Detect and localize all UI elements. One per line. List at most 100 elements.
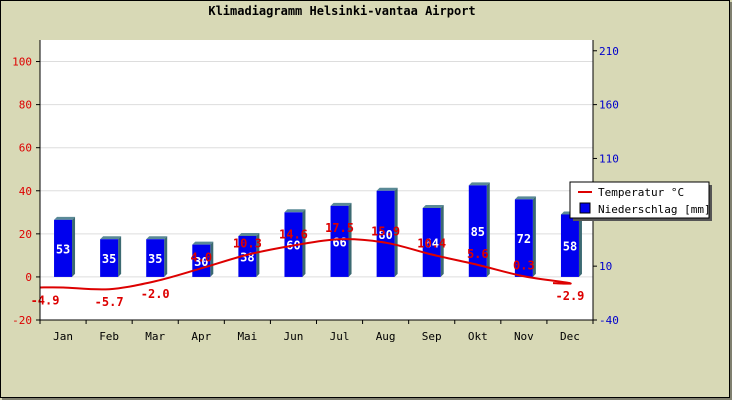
precipitation-bar-top [100, 236, 122, 240]
precipitation-bar [54, 219, 73, 277]
precipitation-value-label: 64 [424, 236, 438, 250]
precipitation-bar-group [514, 196, 536, 277]
legend-precipitation-swatch [579, 202, 591, 214]
temperature-value-label: 15.9 [371, 225, 400, 239]
precipitation-bar-side [440, 205, 444, 277]
precipitation-bar-side [118, 236, 122, 277]
temperature-line [39, 238, 572, 291]
precipitation-bar-top [376, 187, 398, 191]
precipitation-bar-top [422, 205, 444, 208]
temperature-labels: -4.9 -5.7 -2.0 4.0 10.3 14.6 17.5 15.9 10.4 5.6 0.… [31, 221, 585, 309]
precipitation-bar [560, 214, 579, 277]
x-tick-label: Apr [191, 330, 211, 343]
precipitation-bar [100, 239, 119, 277]
precipitation-bar-side [164, 236, 168, 277]
precipitation-bar [146, 239, 165, 277]
temperature-value-label: 0.3 [513, 258, 535, 272]
temperature-value-label: 17.5 [325, 221, 354, 235]
temperature-value-label: -2.0 [141, 287, 170, 301]
right-tick-label: 210 [599, 45, 619, 58]
temperature-value-label: -4.9 [31, 293, 60, 307]
x-axis-ticks: Jan Feb Mar Apr Mai Jun Jul Aug Sep Okt Nov Dec [39, 320, 594, 343]
precipitation-bar [468, 185, 487, 277]
precipitation-bar-group [238, 233, 260, 277]
precipitation-bar-side [578, 211, 582, 277]
precipitation-bar-group [422, 205, 444, 277]
left-tick-label: -20 [12, 314, 32, 327]
precipitation-bar [376, 190, 395, 277]
right-tick-label: -40 [599, 314, 619, 327]
x-tick-label: Jul [330, 330, 350, 343]
precipitation-bar-group [560, 211, 582, 277]
precipitation-bar [422, 208, 441, 277]
temperature-value-label: 10.3 [233, 237, 262, 251]
temperature-value-label: 5.6 [467, 247, 489, 261]
right-tick-label: 10 [599, 260, 612, 273]
left-axis-ticks: -20 0 20 40 60 80 100 [12, 56, 40, 327]
precipitation-bar-top [54, 216, 76, 220]
precipitation-value-label: 72 [517, 232, 531, 246]
x-tick-label: Dec [560, 330, 580, 343]
precipitation-bar-top [146, 236, 168, 240]
precipitation-value-label: 35 [102, 252, 116, 266]
temperature-value-label: 10.4 [417, 237, 446, 251]
precipitation-bar [238, 236, 257, 277]
precipitation-bar-top [514, 196, 536, 200]
precipitation-bar-top [468, 182, 490, 186]
legend-precipitation-label: Niederschlag [mm] [598, 203, 711, 216]
precipitation-bar-side [72, 216, 76, 277]
left-tick-label: 80 [19, 99, 32, 112]
left-tick-label: 20 [19, 228, 32, 241]
precipitation-bar-side [210, 241, 214, 277]
precipitation-value-label: 53 [56, 242, 70, 256]
precipitation-bar-top [284, 209, 306, 213]
temperature-line-path [39, 238, 572, 291]
precipitation-bar-side [486, 182, 490, 277]
precipitation-bar-group [54, 216, 76, 277]
precipitation-value-label: 66 [332, 235, 346, 249]
precipitation-bar-top [330, 202, 352, 206]
precipitation-bar-group [146, 236, 168, 277]
x-tick-label: Feb [99, 330, 119, 343]
gridlines [40, 61, 593, 278]
left-tick-label: 100 [12, 56, 32, 69]
x-tick-label: Jun [284, 330, 304, 343]
left-tick-label: 0 [25, 271, 32, 284]
precipitation-bar [330, 205, 349, 277]
legend: Temperatur °C Niederschlag [mm] [569, 181, 712, 221]
temperature-value-label: 14.6 [279, 227, 308, 241]
temperature-value-label: 4.0 [190, 250, 212, 264]
right-tick-label: 110 [599, 152, 619, 165]
x-tick-label: Nov [514, 330, 534, 343]
temperature-value-label: -5.7 [95, 295, 124, 309]
left-tick-label: 40 [19, 185, 32, 198]
temperature-value-label: -2.9 [556, 289, 585, 303]
x-tick-label: Mar [145, 330, 165, 343]
precipitation-bar-group [468, 182, 490, 277]
chart-title: Klimadiagramm Helsinki-vantaa Airport [208, 4, 475, 18]
right-tick-label: 160 [599, 99, 619, 112]
precipitation-bar-side [256, 233, 260, 277]
precipitation-value-label: 85 [471, 225, 485, 239]
x-tick-label: Sep [422, 330, 442, 343]
precipitation-bar-top [192, 241, 214, 245]
precipitation-value-label: 30 [194, 255, 208, 269]
x-tick-label: Mai [237, 330, 257, 343]
precipitation-bar-side [532, 196, 536, 277]
legend-temperature-label: Temperatur °C [598, 186, 684, 199]
x-tick-label: Jan [53, 330, 73, 343]
plot-area [40, 40, 593, 320]
precipitation-bar-top [238, 233, 260, 236]
precipitation-bar-side [394, 187, 398, 277]
x-tick-label: Okt [468, 330, 488, 343]
precipitation-value-label: 58 [563, 240, 577, 254]
left-tick-label: 60 [19, 142, 32, 155]
precipitation-bar [514, 199, 533, 277]
x-tick-label: Aug [376, 330, 396, 343]
precipitation-value-label: 35 [148, 252, 162, 266]
precipitation-value-label: 80 [378, 228, 392, 242]
precipitation-bar-group [376, 187, 398, 277]
precipitation-bar-group [100, 236, 122, 277]
